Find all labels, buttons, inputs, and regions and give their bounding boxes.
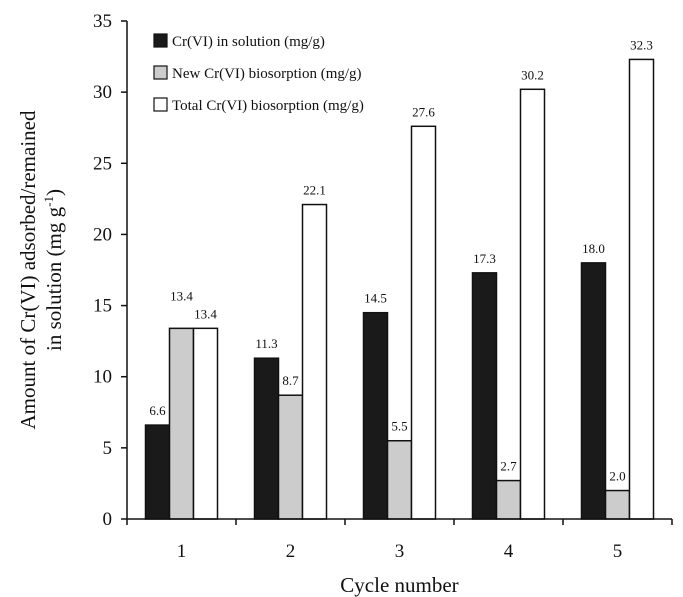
y-axis-title-close: ) <box>42 189 66 196</box>
bar-series-1 <box>362 311 389 520</box>
data-label: 2.7 <box>500 459 517 474</box>
x-axis-ticks: 1 2 3 4 5 <box>126 519 673 562</box>
y-axis-title-superscript: -1 <box>41 196 56 207</box>
data-labels: 6.6 13.413.4 11.3 8.7 22.1 14.5 5.5 27.6 17.3 2.7… <box>149 37 653 483</box>
y-tick-label: 0 <box>103 509 113 530</box>
x-tick-label: 2 <box>286 541 296 562</box>
bar-series-3 <box>301 203 328 520</box>
bar-series-3 <box>628 58 655 520</box>
x-tick-label: 5 <box>613 541 623 562</box>
data-label: 30.2 <box>521 67 544 82</box>
bar-series-2 <box>386 439 413 520</box>
data-label: 14.5 <box>364 291 387 306</box>
legend-label-2: New Cr(VI) biosorption (mg/g) <box>172 66 362 82</box>
bar-series-2 <box>277 394 304 520</box>
y-tick-label: 25 <box>93 153 112 174</box>
bar-series-1 <box>580 262 607 520</box>
bar-series-2 <box>168 327 195 520</box>
y-tick-label: 20 <box>93 224 112 245</box>
bar-series-2 <box>495 479 522 520</box>
data-label: 18.0 <box>582 241 605 256</box>
y-axis-title-text: in solution (mg g <box>42 206 66 351</box>
legend-swatch-1 <box>153 33 168 48</box>
legend: Cr(VI) in solution (mg/g) New Cr(VI) bios… <box>153 33 364 114</box>
bar-series-1 <box>471 272 498 520</box>
x-tick-label: 1 <box>177 541 187 562</box>
x-tick-label: 3 <box>395 541 405 562</box>
y-tick-label: 10 <box>93 367 112 388</box>
legend-swatch-3 <box>153 97 168 112</box>
y-tick-label: 35 <box>93 11 112 32</box>
bar-series-3 <box>410 125 437 520</box>
y-tick-label: 15 <box>93 296 112 317</box>
bars <box>144 58 655 520</box>
data-label: 32.3 <box>630 37 653 52</box>
data-label: 11.3 <box>255 336 277 351</box>
data-label: 13.4 <box>194 306 217 321</box>
legend-label-1: Cr(VI) in solution (mg/g) <box>172 34 325 50</box>
bar-series-1 <box>144 424 171 520</box>
bar-series-2 <box>604 489 631 520</box>
x-axis-title: Cycle number <box>340 573 458 597</box>
data-label: 2.0 <box>609 469 625 484</box>
data-label: 22.1 <box>303 183 326 198</box>
data-label: 8.7 <box>282 373 299 388</box>
y-tick-label: 30 <box>93 82 112 103</box>
legend-label-3: Total Cr(VI) biosorption (mg/g) <box>172 98 364 114</box>
data-label: 13.4 <box>170 288 193 303</box>
bar-series-3 <box>192 327 219 520</box>
data-label: 17.3 <box>473 251 496 266</box>
data-label: 27.6 <box>412 104 435 119</box>
y-axis-title: Amount of Cr(VI) adsorbed/remained in so… <box>16 110 66 429</box>
y-axis-title-line1: Amount of Cr(VI) adsorbed/remained <box>16 110 40 429</box>
data-label: 6.6 <box>149 403 166 418</box>
legend-swatch-2 <box>153 65 168 80</box>
x-tick-label: 4 <box>504 541 514 562</box>
y-axis-title-line2: in solution (mg g-1) <box>41 189 66 351</box>
data-label: 5.5 <box>391 419 407 434</box>
y-axis-ticks: 0 5 10 15 20 25 30 35 <box>93 11 127 530</box>
bar-series-3 <box>519 88 546 520</box>
bar-series-1 <box>253 357 280 520</box>
y-tick-label: 5 <box>103 438 113 459</box>
